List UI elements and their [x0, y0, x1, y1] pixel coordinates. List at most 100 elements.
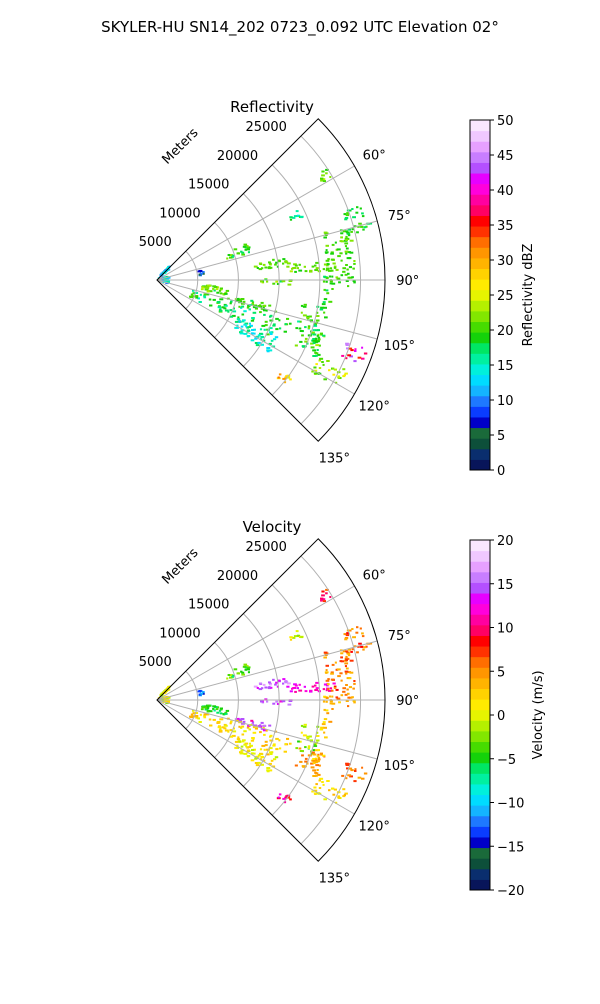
radar-gate [266, 350, 270, 353]
radar-gate [314, 760, 319, 763]
radar-gate [265, 333, 270, 336]
radar-gate [351, 228, 355, 231]
radar-gate [325, 244, 329, 247]
radar-gate [316, 349, 319, 351]
radar-gate [246, 248, 250, 251]
radar-gate [251, 721, 255, 724]
range-tick-label: 15000 [188, 598, 229, 613]
azimuth-tick-label: 90° [396, 274, 419, 289]
radar-gate [204, 288, 209, 291]
colorbar-segment [470, 709, 490, 721]
radar-gate [353, 780, 357, 783]
radar-gate [346, 212, 349, 215]
radar-gate [356, 231, 359, 234]
radar-gate [345, 264, 348, 266]
radar-gate [257, 725, 262, 727]
radar-gate [311, 790, 314, 793]
radar-gate [199, 293, 202, 296]
radar-gate [283, 381, 287, 384]
radar-gate [313, 769, 316, 772]
radar-gate [261, 324, 266, 327]
radar-gate [289, 690, 293, 693]
radar-gate [345, 777, 348, 780]
radar-gate [240, 745, 244, 748]
radar-gate [246, 335, 251, 337]
radar-gate [218, 289, 222, 292]
radar-gate [262, 683, 266, 686]
radar-gate [340, 660, 344, 663]
colorbar-segment [470, 247, 490, 259]
radar-gate [315, 315, 320, 317]
radar-gate [198, 273, 202, 276]
radar-gate [289, 270, 293, 273]
radar-gate [320, 726, 324, 729]
radar-gate [166, 269, 169, 272]
radar-gate [243, 752, 248, 755]
radar-gate [282, 678, 286, 681]
radar-gate [243, 743, 247, 746]
radar-gate [362, 228, 365, 231]
colorbar-tick-label: 35 [497, 219, 514, 234]
radar-gate [307, 325, 311, 328]
radar-gate [339, 660, 343, 663]
radar-gate [337, 255, 341, 258]
radar-gate [323, 306, 327, 309]
radar-gate [279, 327, 282, 330]
radar-gate [232, 674, 235, 677]
radar-gate [323, 288, 326, 291]
radar-gate [261, 687, 264, 690]
radar-gate [345, 214, 349, 217]
radar-gate [255, 344, 260, 347]
radar-gate [303, 303, 307, 306]
radar-gate [262, 728, 267, 731]
azimuth-tick-label: 105° [384, 759, 415, 774]
radar-gate [240, 749, 245, 752]
radar-gate [292, 267, 297, 269]
radar-gate [347, 654, 351, 657]
colorbar-segment [470, 868, 490, 880]
colorbar-segment [470, 561, 490, 573]
radar-gate [346, 347, 349, 350]
radar-gate [271, 765, 276, 768]
radar-gate [229, 302, 232, 305]
radar-gate [199, 713, 202, 716]
radar-gate [350, 650, 353, 653]
radar-gate [240, 329, 245, 332]
radar-gate [236, 738, 241, 741]
radar-gate [323, 311, 326, 314]
radar-gate [205, 707, 209, 710]
radar-gate [198, 721, 202, 723]
radar-gate [249, 742, 251, 745]
radar-gate [275, 681, 279, 684]
radar-gate [314, 689, 319, 691]
radar-gate [317, 333, 320, 336]
radar-gate [268, 751, 273, 754]
radar-gate [336, 697, 341, 700]
radar-gate [315, 783, 318, 786]
radar-gate [241, 733, 245, 736]
radar-gate [369, 642, 373, 645]
radar-gate [347, 272, 350, 275]
radar-gate [244, 668, 247, 671]
radar-gate [265, 729, 268, 732]
radar-gate [200, 288, 204, 291]
radar-gate [241, 320, 245, 323]
radar-gate [250, 299, 254, 302]
radar-gate [353, 360, 357, 363]
radar-gate [325, 709, 329, 712]
radar-gate [240, 718, 245, 720]
radar-gate [344, 637, 349, 639]
colorbar-segment [470, 614, 490, 626]
radar-gate [253, 328, 256, 331]
radar-gate [286, 682, 291, 685]
radar-gate [344, 245, 347, 248]
azimuth-gridline [156, 165, 355, 281]
radar-gate [275, 328, 279, 331]
radar-gate [248, 308, 251, 311]
radar-gate [329, 702, 333, 705]
radar-gate [325, 269, 328, 272]
radar-gate [256, 267, 259, 269]
radar-gate [312, 762, 316, 764]
radar-gate [245, 325, 248, 328]
radar-gate [318, 787, 322, 789]
